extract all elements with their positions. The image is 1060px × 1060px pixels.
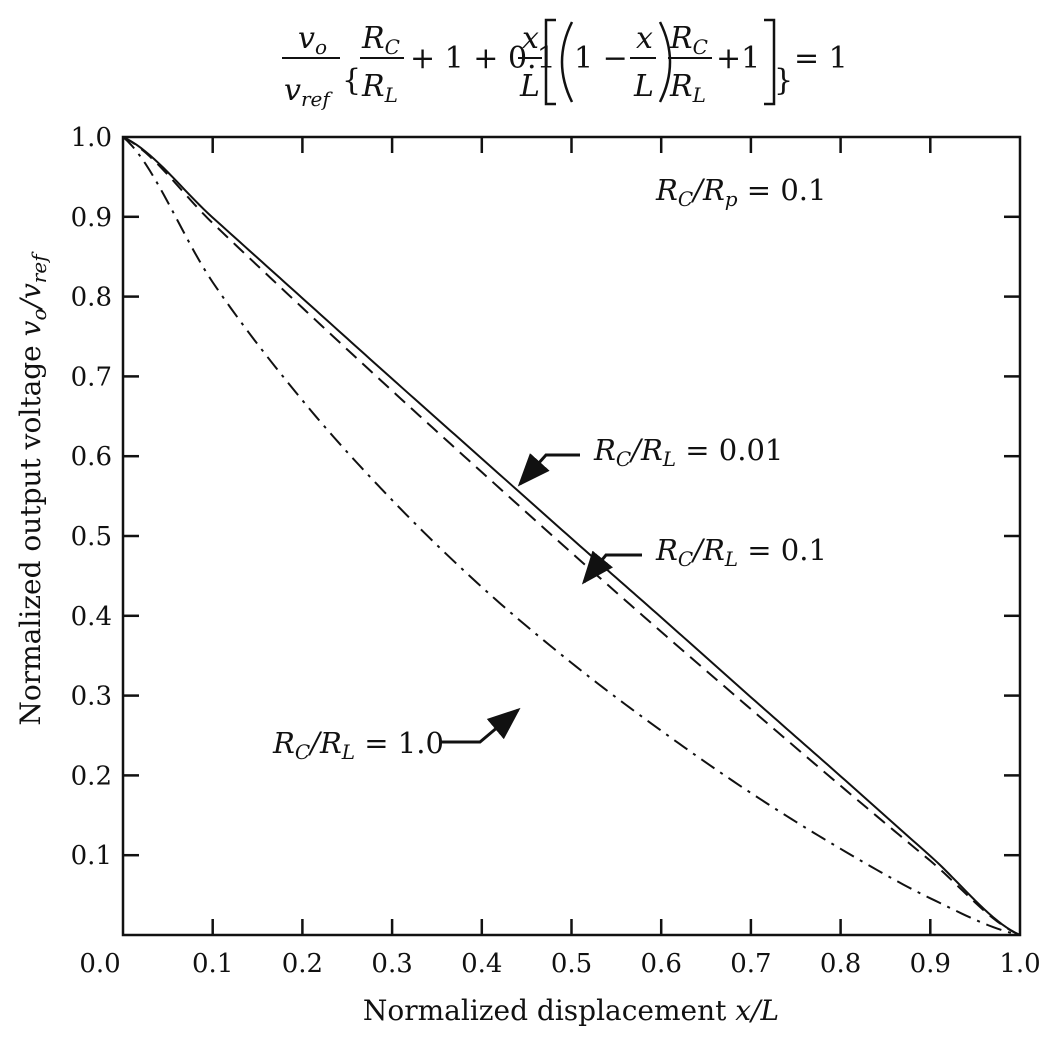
y-tick-label: 0.6 <box>71 442 112 472</box>
y-tick-label: 0.5 <box>71 522 112 552</box>
y-axis-label: Normalized output voltage vo/vref <box>14 251 51 726</box>
x-tick-label: 0.5 <box>551 949 592 979</box>
svg-text:1 −: 1 − <box>574 41 628 76</box>
svg-text:x: x <box>636 21 653 56</box>
svg-text:+1: +1 <box>716 41 760 76</box>
x-tick-label: 0.6 <box>641 949 682 979</box>
x-tick-label: 0.7 <box>730 949 771 979</box>
x-tick-label: 0.9 <box>910 949 951 979</box>
svg-text:vo: vo <box>298 21 327 59</box>
series-line-0 <box>122 136 1021 936</box>
svg-text:RC/RL = 1.0: RC/RL = 1.0 <box>272 726 444 764</box>
series-line-1 <box>122 136 1021 936</box>
svg-text:= 1: = 1 <box>794 41 848 76</box>
svg-text:vref: vref <box>284 73 333 111</box>
y-tick-label: 0.8 <box>71 283 112 313</box>
y-tick-label: 1.0 <box>71 123 112 153</box>
series-line-2 <box>122 136 1021 936</box>
x-tick-label: 0.3 <box>371 949 412 979</box>
x-tick-label: 0.2 <box>282 949 323 979</box>
y-tick-label: 0.4 <box>71 602 112 632</box>
svg-text:{: { <box>342 63 361 98</box>
y-tick-label: 0.3 <box>71 682 112 712</box>
x-tick-label: 1.0 <box>999 949 1040 979</box>
svg-text:}: } <box>774 63 793 98</box>
svg-text:RC: RC <box>361 21 400 59</box>
svg-text:RC: RC <box>669 21 708 59</box>
svg-text:L: L <box>633 69 654 104</box>
svg-text:RC/RL = 0.1: RC/RL = 0.1 <box>655 533 827 571</box>
series-lines <box>122 136 1021 936</box>
annotation-rc-rl-001: RC/RL = 0.01 <box>517 433 783 487</box>
svg-text:RL: RL <box>669 69 706 107</box>
x-tick-label: 0.1 <box>192 949 233 979</box>
y-tick-label: 0.7 <box>71 362 112 392</box>
origin-tick-label: 0.0 <box>79 949 120 979</box>
annotation-rc-rl-01: RC/RL = 0.1 <box>581 533 827 585</box>
y-tick-label: 0.1 <box>71 841 112 871</box>
annotation-rc-rl-10: RC/RL = 1.0 <box>272 707 521 764</box>
y-tick-label: 0.9 <box>71 203 112 233</box>
axis-ticks: 0.1 0.2 0.3 0.4 0.5 0.6 0.7 0.8 0.9 1.0 0.1 0.2 0.3 0… <box>71 123 1041 979</box>
y-tick-label: 0.2 <box>71 761 112 791</box>
equation: vo vref { RC RL + 1 + 0.1 x L 1 − x L RC… <box>282 18 848 111</box>
svg-text:x: x <box>522 21 539 56</box>
param-label: RC/Rp = 0.1 <box>655 173 826 211</box>
x-axis-label: Normalized displacement x/L <box>363 994 779 1027</box>
svg-text:RL: RL <box>361 69 398 107</box>
x-tick-label: 0.4 <box>461 949 502 979</box>
svg-text:L: L <box>519 69 540 104</box>
svg-text:RC/RL = 0.01: RC/RL = 0.01 <box>593 433 783 471</box>
x-tick-label: 0.8 <box>820 949 861 979</box>
